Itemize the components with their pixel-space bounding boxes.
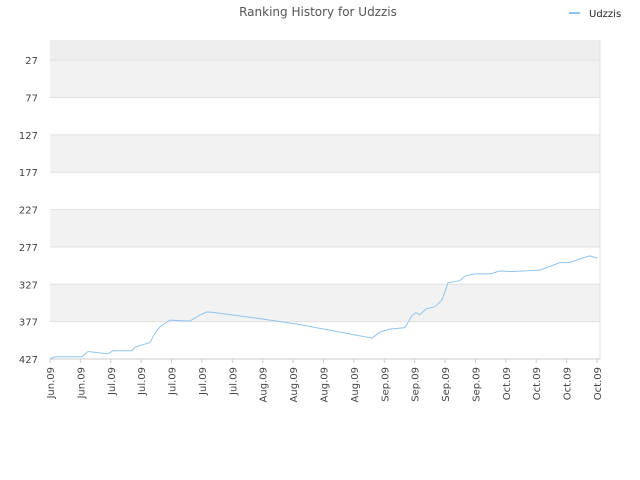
y-tick-label: 377 (19, 318, 38, 329)
band (50, 284, 600, 322)
x-tick-label: Jul.09 (198, 367, 209, 396)
x-tick-label: Oct.09 (502, 367, 513, 400)
x-tick-label: Jun.09 (76, 367, 87, 400)
band (50, 60, 600, 98)
x-tick-label: Jun.09 (46, 367, 57, 400)
x-tick-label: Oct.09 (532, 367, 543, 400)
y-tick-label: 127 (19, 131, 38, 142)
x-tick-label: Oct.09 (563, 367, 574, 400)
band (50, 40, 600, 61)
series-line (49, 255, 598, 360)
y-tick-label: 227 (19, 206, 38, 217)
y-tick-label: 427 (19, 355, 38, 366)
x-tick-label: Aug.09 (319, 367, 330, 402)
x-tick-label: Oct.09 (593, 367, 604, 400)
x-tick-label: Jul.09 (107, 367, 118, 396)
band (50, 134, 600, 173)
y-tick-label: 327 (19, 280, 38, 291)
band (50, 209, 600, 247)
x-tick-label: Sep.09 (411, 367, 422, 402)
x-tick-label: Sep.09 (380, 367, 391, 402)
x-tick-label: Sep.09 (471, 367, 482, 402)
x-tick-label: Jul.09 (228, 367, 239, 396)
y-tick-label: 277 (19, 243, 38, 254)
y-tick-label: 27 (25, 56, 38, 67)
band (50, 97, 600, 135)
x-tick-label: Jul.09 (168, 367, 179, 396)
x-tick-label: Sep.09 (441, 367, 452, 402)
y-tick-label: 177 (19, 168, 38, 179)
legend-label: Udzzis (589, 9, 621, 20)
chart-title: Ranking History for Udzzis (239, 5, 397, 19)
x-tick-label: Aug.09 (259, 367, 270, 402)
band (50, 321, 600, 359)
x-tick-label: Aug.09 (350, 367, 361, 402)
x-tick-label: Aug.09 (289, 367, 300, 402)
y-tick-label: 77 (25, 94, 38, 105)
band (50, 246, 600, 285)
x-tick-label: Jul.09 (137, 367, 148, 396)
band (50, 172, 600, 210)
